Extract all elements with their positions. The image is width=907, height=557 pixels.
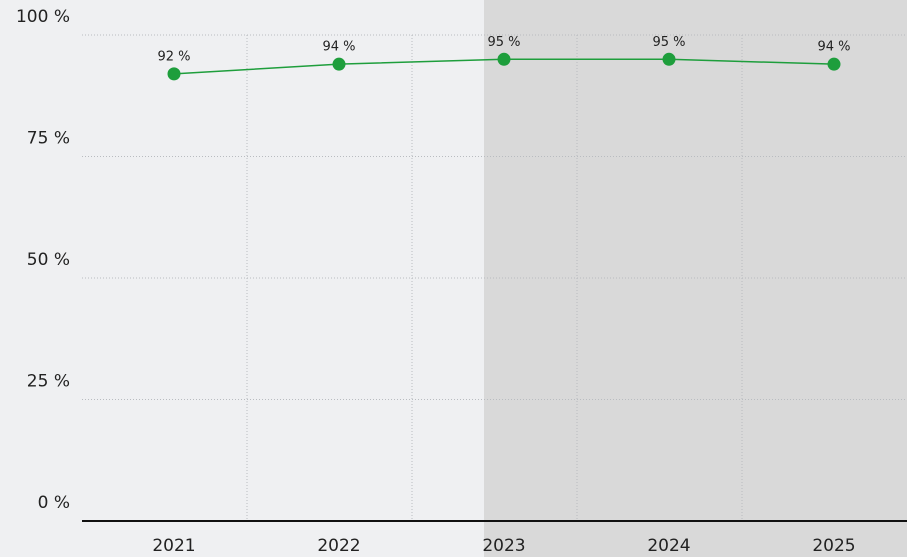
y-tick-label: 75 % [27, 129, 70, 149]
x-tick-label: 2021 [152, 536, 195, 556]
y-tick-label: 100 % [16, 7, 70, 27]
y-tick-label: 25 % [27, 372, 70, 392]
value-label: 95 % [487, 35, 520, 50]
x-tick-label: 2022 [317, 536, 360, 556]
point [167, 67, 181, 81]
value-label: 92 % [157, 49, 190, 64]
point [662, 52, 676, 66]
point [497, 52, 511, 66]
plot: 0 % 25 % 50 % 75 % 100 % 2021 2022 2023 2024 2025… [16, 7, 907, 556]
photo-panel [484, 0, 907, 557]
point [827, 57, 841, 71]
y-tick-label: 50 % [27, 250, 70, 270]
x-tick-label: 2023 [482, 536, 525, 556]
x-tick-label: 2024 [647, 536, 690, 556]
value-label: 94 % [817, 40, 850, 55]
y-tick-label: 0 % [38, 493, 70, 513]
value-label: 94 % [322, 40, 355, 55]
value-label: 95 % [652, 35, 685, 50]
point [332, 57, 346, 71]
x-tick-label: 2025 [812, 536, 855, 556]
